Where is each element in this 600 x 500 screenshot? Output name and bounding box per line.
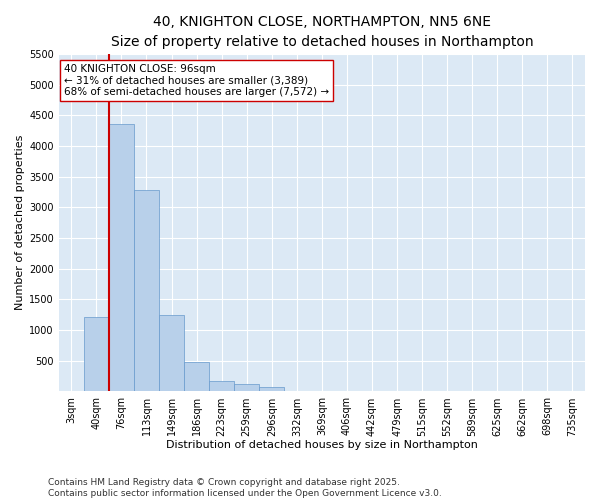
Bar — [259, 388, 284, 392]
Bar — [234, 384, 259, 392]
Bar — [109, 124, 134, 392]
Bar — [184, 362, 209, 392]
Text: 40 KNIGHTON CLOSE: 96sqm
← 31% of detached houses are smaller (3,389)
68% of sem: 40 KNIGHTON CLOSE: 96sqm ← 31% of detach… — [64, 64, 329, 97]
Bar — [134, 190, 159, 392]
Bar — [84, 316, 109, 392]
Title: 40, KNIGHTON CLOSE, NORTHAMPTON, NN5 6NE
Size of property relative to detached h: 40, KNIGHTON CLOSE, NORTHAMPTON, NN5 6NE… — [110, 15, 533, 48]
Bar — [209, 380, 234, 392]
Bar — [159, 316, 184, 392]
X-axis label: Distribution of detached houses by size in Northampton: Distribution of detached houses by size … — [166, 440, 478, 450]
Text: Contains HM Land Registry data © Crown copyright and database right 2025.
Contai: Contains HM Land Registry data © Crown c… — [48, 478, 442, 498]
Y-axis label: Number of detached properties: Number of detached properties — [15, 135, 25, 310]
